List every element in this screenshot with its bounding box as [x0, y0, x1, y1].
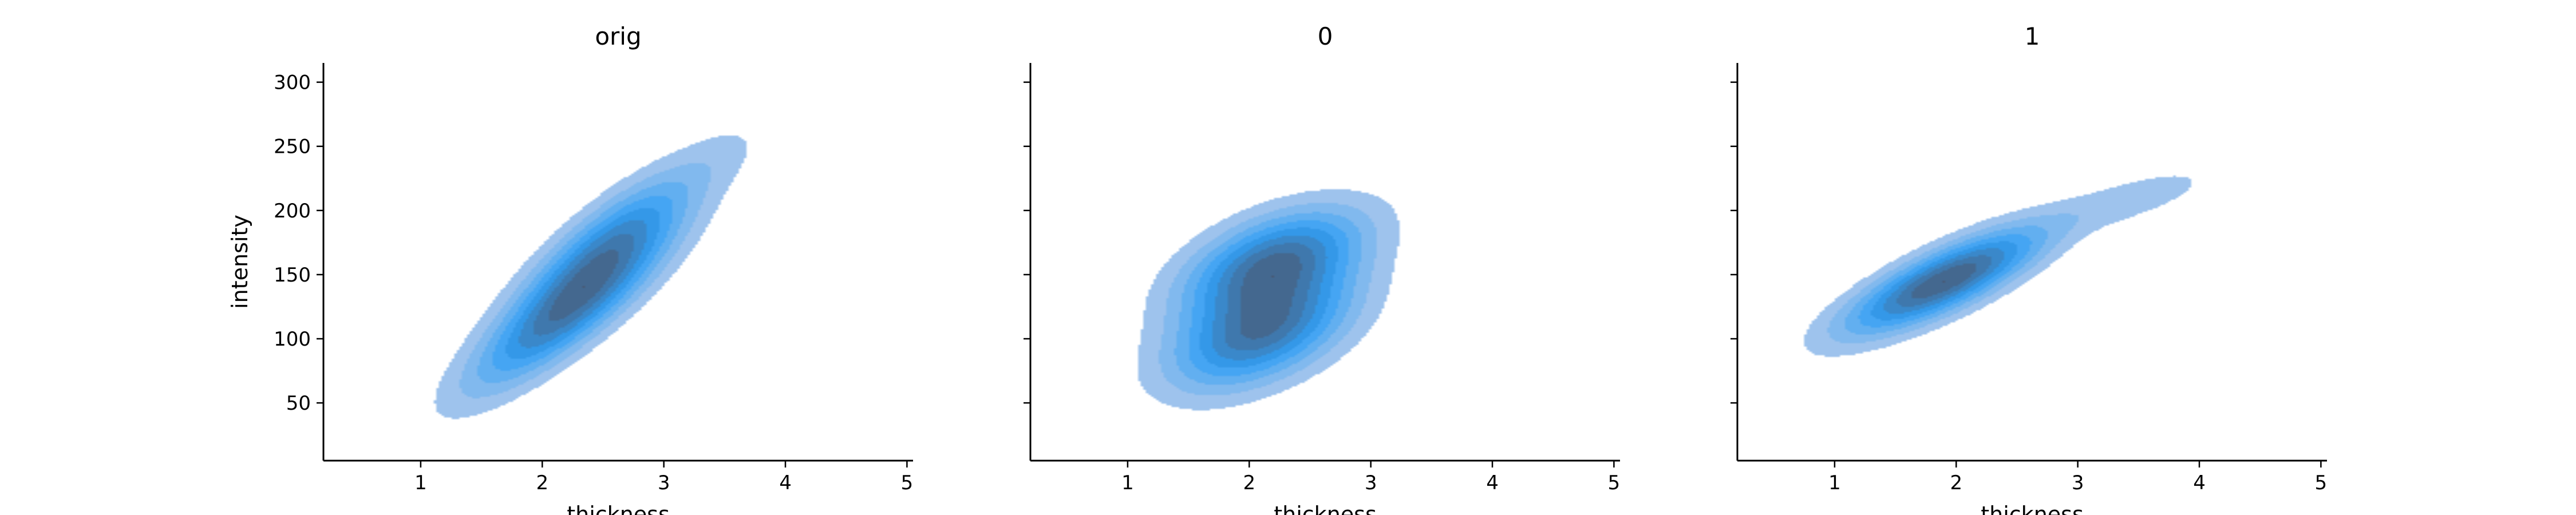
panel-2: 1 2 3 4 5 1 thickness: [1730, 22, 2327, 515]
x-tick-label: 5: [2315, 472, 2328, 494]
x-tick-label: 5: [1608, 472, 1621, 494]
y-tick-label: 250: [274, 136, 311, 159]
y-axis-label: intensity: [227, 215, 252, 309]
y-tick-label: 300: [274, 72, 311, 94]
y-tick-label: 200: [274, 200, 311, 223]
y-tick-label: 150: [274, 264, 311, 287]
x-axis-label: thickness: [567, 502, 670, 515]
x-tick-label: 1: [1828, 472, 1841, 494]
y-tick-label: 100: [274, 328, 311, 351]
x-tick-label: 1: [414, 472, 427, 494]
panel-title: 0: [1318, 22, 1333, 50]
x-tick-label: 1: [1121, 472, 1134, 494]
x-tick-label: 3: [658, 472, 670, 494]
density-fill-0: [323, 63, 913, 461]
x-tick-label: 4: [2193, 472, 2206, 494]
panel-title: 1: [2025, 22, 2040, 50]
x-tick-label: 3: [2072, 472, 2084, 494]
panel-0: 1 2 3 4 5 50 100 150 200 250 300 orig thickness inten…: [227, 22, 913, 515]
density-fill-1: [1030, 63, 1620, 461]
x-tick-label: 4: [779, 472, 792, 494]
x-tick-label: 4: [1486, 472, 1499, 494]
x-axis-label: thickness: [1981, 502, 2084, 515]
x-tick-label: 2: [536, 472, 548, 494]
x-tick-label: 5: [901, 472, 914, 494]
panel-1: 1 2 3 4 5 0 thickness: [1024, 22, 1620, 515]
x-axis-label: thickness: [1274, 502, 1377, 515]
x-tick-label: 2: [1950, 472, 1962, 494]
x-tick-label: 3: [1365, 472, 1377, 494]
panel-title: orig: [595, 22, 641, 50]
x-tick-label: 2: [1243, 472, 1255, 494]
y-tick-label: 50: [286, 392, 311, 415]
density-fill-2: [1737, 63, 2327, 461]
